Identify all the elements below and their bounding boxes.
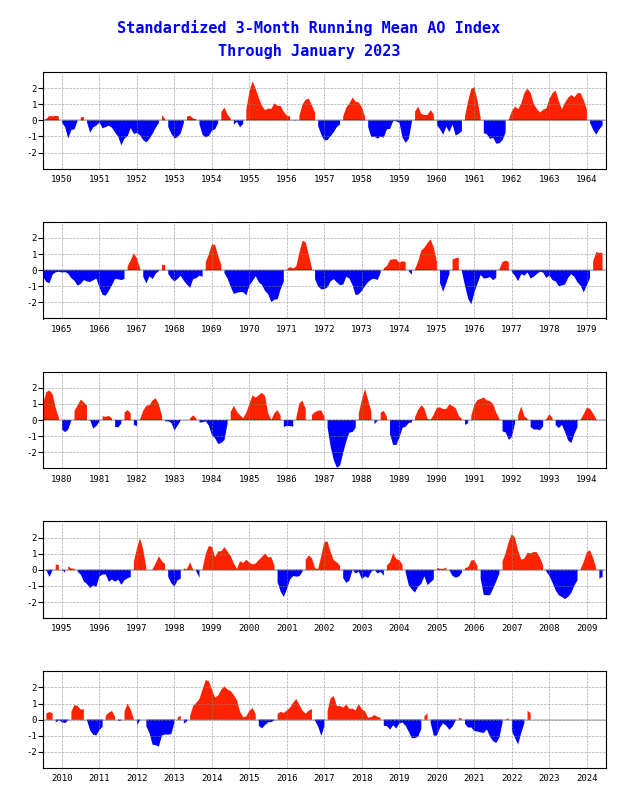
Text: Through January 2023: Through January 2023: [218, 44, 400, 59]
Text: Standardized 3-Month Running Mean AO Index: Standardized 3-Month Running Mean AO Ind…: [117, 20, 501, 36]
